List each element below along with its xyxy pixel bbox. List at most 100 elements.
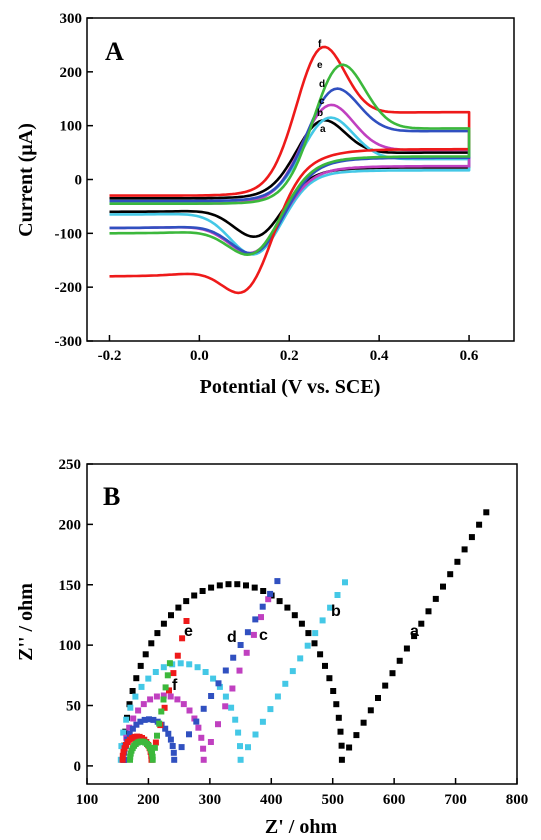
panel-b-curves: [117, 509, 490, 763]
nyquist-point-a: [425, 608, 432, 615]
panel-b-xtick-label: 800: [506, 792, 529, 808]
panel-a-xlabel: Potential (V vs. SCE): [200, 376, 381, 398]
panel-b-frame: [86, 463, 518, 785]
nyquist-point-d: [171, 756, 178, 763]
nyquist-point-b: [177, 660, 184, 667]
nyquist-point-b: [132, 693, 139, 700]
nyquist-point-d: [267, 590, 274, 597]
panel-a-ylabel: Current (μA): [15, 123, 37, 237]
nyquist-point-c: [174, 696, 181, 703]
panel-a-chart: -0.2 0.0 0.2 0.4 0.6 -300 -200 -100 0 100 200 300 A…: [15, 11, 515, 398]
nyquist-point-a: [396, 657, 403, 664]
nyquist-point-f: [162, 684, 169, 691]
nyquist-point-b: [259, 718, 266, 725]
nyquist-point-d: [165, 730, 172, 737]
panel-b-curve-label-d: d: [227, 629, 237, 646]
nyquist-point-a: [322, 662, 328, 669]
nyquist-point-d: [146, 716, 152, 723]
nyquist-point-a: [276, 598, 283, 605]
nyquist-point-b: [289, 668, 296, 675]
panel-b-xlabel: Z' / ohm: [265, 816, 338, 838]
nyquist-point-c: [135, 707, 142, 714]
panel-a-frame: [86, 17, 515, 342]
nyquist-point-d: [150, 716, 157, 723]
nyquist-point-b: [245, 744, 251, 751]
nyquist-point-d: [208, 693, 215, 699]
nyquist-point-a: [137, 662, 144, 669]
panel-a-curve-label-f: f: [318, 39, 322, 50]
cv-curve-f: [109, 63, 471, 256]
nyquist-point-a: [360, 719, 367, 726]
nyquist-point-a: [454, 558, 461, 565]
panel-b-curve-label-a: a: [410, 623, 419, 640]
nyquist-point-c: [258, 614, 264, 621]
nyquist-point-a: [154, 630, 161, 637]
nyquist-point-b: [274, 693, 281, 700]
nyquist-point-a: [432, 595, 439, 602]
panel-b-ytick-label: 100: [59, 638, 82, 654]
nyquist-point-e: [161, 704, 168, 711]
nyquist-point-b: [342, 579, 348, 586]
nyquist-point-c: [215, 721, 221, 728]
nyquist-point-d: [178, 744, 185, 751]
nyquist-point-d: [200, 705, 207, 712]
nyquist-point-b: [312, 630, 319, 637]
nyquist-point-a: [483, 509, 490, 516]
nyquist-point-a: [403, 645, 410, 652]
nyquist-point-a: [129, 688, 136, 694]
panel-a-xtick-label: -0.2: [98, 348, 122, 364]
nyquist-series-c: [120, 596, 272, 763]
nyquist-point-b: [237, 756, 244, 763]
nyquist-point-a: [476, 521, 483, 528]
nyquist-point-f: [160, 696, 167, 703]
nyquist-point-c: [180, 701, 187, 708]
nyquist-point-c: [265, 596, 272, 603]
panel-a-curves: [109, 45, 471, 295]
nyquist-point-b: [138, 683, 145, 690]
nyquist-point-e: [119, 756, 126, 763]
nyquist-point-a: [183, 598, 190, 605]
panel-a-curve-label-b: b: [317, 108, 323, 119]
nyquist-point-b: [319, 617, 326, 624]
nyquist-point-a: [418, 620, 425, 627]
nyquist-point-d: [170, 749, 177, 756]
panel-a-xtick-label: 0.4: [370, 348, 389, 364]
panel-a-ytick-label: -300: [55, 334, 83, 350]
nyquist-point-b: [127, 704, 134, 711]
nyquist-point-a: [326, 675, 333, 682]
nyquist-point-e: [120, 748, 127, 755]
nyquist-point-a: [168, 612, 174, 619]
nyquist-point-d: [137, 718, 144, 725]
panel-a-ytick-label: 200: [60, 65, 83, 81]
nyquist-point-d: [126, 730, 133, 737]
nyquist-point-c: [229, 685, 236, 692]
nyquist-point-a: [260, 588, 267, 594]
panel-b-xtick-label: 400: [260, 792, 283, 808]
nyquist-point-a: [338, 756, 345, 763]
nyquist-point-a: [133, 675, 140, 682]
nyquist-point-f: [149, 753, 156, 760]
nyquist-point-b: [120, 729, 127, 736]
nyquist-point-a: [243, 582, 249, 589]
panel-b-curve-labels: a b c d e f: [172, 603, 419, 694]
nyquist-point-e: [170, 670, 177, 677]
nyquist-point-e: [174, 652, 181, 659]
panel-b-ytick-label: 250: [59, 457, 82, 473]
panel-b-axes: 100 200 300 400 500 600 700 800 0 50 100 150 200 250: [59, 457, 529, 808]
nyquist-point-f: [149, 756, 156, 763]
nyquist-point-a: [375, 695, 381, 701]
nyquist-point-f: [156, 720, 163, 727]
nyquist-point-d: [252, 616, 259, 623]
nyquist-point-a: [447, 571, 454, 578]
nyquist-point-a: [126, 701, 133, 708]
nyquist-point-b: [123, 716, 130, 723]
nyquist-point-a: [346, 744, 353, 751]
nyquist-point-d: [193, 718, 200, 725]
panel-b-xtick-label: 500: [321, 792, 344, 808]
nyquist-point-f: [166, 660, 173, 667]
panel-b-ylabel: Z'' / ohm: [15, 583, 37, 661]
nyquist-point-f: [158, 708, 165, 715]
nyquist-point-a: [333, 701, 340, 708]
nyquist-point-a: [191, 592, 198, 599]
